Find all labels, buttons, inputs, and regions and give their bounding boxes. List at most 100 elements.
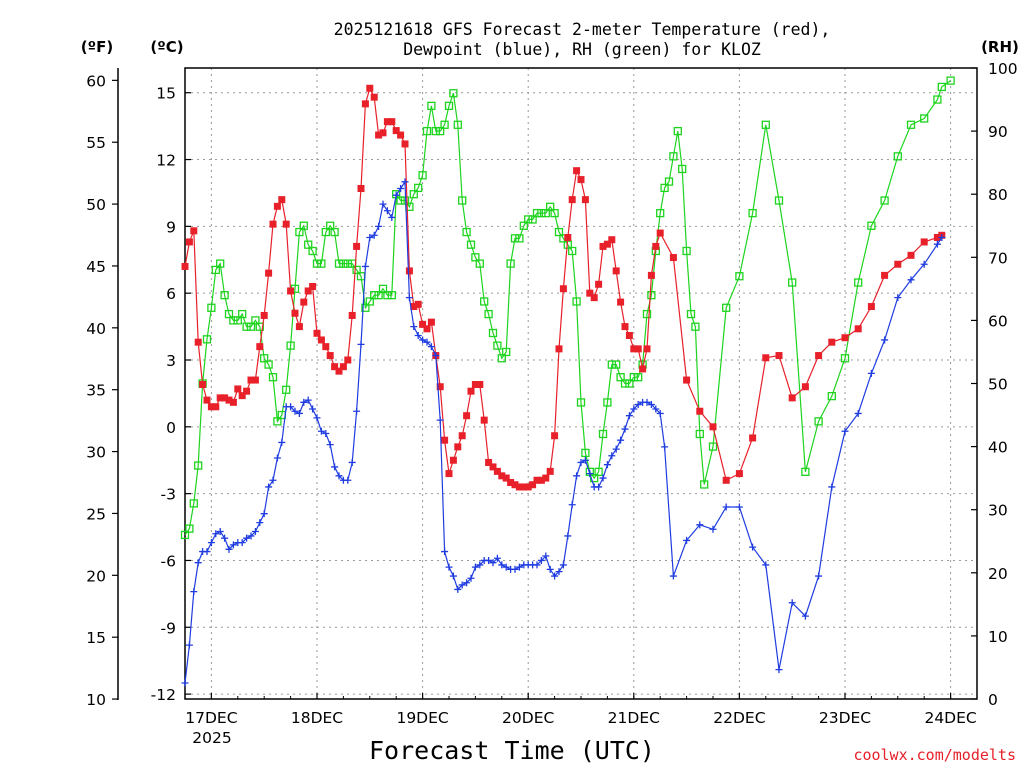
celsius-tick-label: -6 <box>161 552 176 570</box>
temperature-point <box>256 343 264 351</box>
dewpoint-point <box>317 427 325 435</box>
rh-point <box>440 120 449 129</box>
rh-point <box>365 297 374 306</box>
rh-tick-label: 20 <box>988 565 1008 583</box>
rh-point <box>422 126 432 136</box>
grid-lines <box>185 68 977 699</box>
temperature-point <box>361 100 369 108</box>
fahrenheit-tick-label: 25 <box>86 505 106 523</box>
temperature-point <box>612 267 620 275</box>
dewpoint-point <box>551 572 559 580</box>
dewpoint-point <box>353 407 361 415</box>
temperature-series <box>181 84 946 491</box>
temperature-point <box>498 472 506 480</box>
temperature-point <box>199 381 207 389</box>
dewpoint-point <box>265 483 273 491</box>
dewpoint-point <box>564 532 572 540</box>
rh-point <box>343 259 352 268</box>
dewpoint-point <box>335 472 343 480</box>
celsius-tick-label: 3 <box>166 352 176 370</box>
dewpoint-point <box>608 452 616 460</box>
rh-point <box>880 196 889 205</box>
dewpoint-point <box>612 445 620 453</box>
temperature-point <box>238 392 246 400</box>
temperature-point <box>546 467 554 475</box>
rh-point <box>312 259 322 268</box>
rh-point <box>449 89 458 98</box>
temperature-point <box>300 298 308 306</box>
rh-point <box>264 360 273 369</box>
temperature-point <box>603 240 611 248</box>
dewpoint-point <box>194 559 202 567</box>
temperature-point <box>762 354 770 362</box>
rh-point <box>361 303 370 312</box>
temperature-point <box>634 345 642 353</box>
temperature-point <box>366 84 374 92</box>
temperature-point <box>511 481 519 489</box>
rh-point <box>568 246 577 256</box>
dewpoint-point <box>309 405 317 413</box>
temperature-point <box>265 269 273 277</box>
temperature-point <box>348 311 356 319</box>
rh-point <box>506 259 515 268</box>
dewpoint-point <box>643 398 651 406</box>
temperature-point <box>287 287 295 295</box>
celsius-tick-label: -3 <box>161 486 176 504</box>
temperature-point <box>815 352 823 360</box>
dewpoint-point <box>485 556 493 564</box>
rh-point <box>436 126 445 136</box>
rh-point <box>528 215 537 224</box>
temperature-point <box>344 356 352 364</box>
temperature-point <box>507 479 515 487</box>
temperature-point <box>696 407 704 415</box>
dewpoint-point <box>313 414 321 422</box>
rh-point <box>647 291 656 300</box>
dewpoint-series <box>181 178 946 687</box>
temperature-point <box>397 131 405 139</box>
temperature-point <box>621 323 629 331</box>
rh-point <box>202 335 212 344</box>
rh-point <box>669 152 678 161</box>
dewpoint-point <box>775 666 783 674</box>
time-tick-label: 22DEC <box>713 709 765 727</box>
rh-point <box>616 373 625 382</box>
rh-point <box>216 259 225 268</box>
dewpoint-point <box>273 454 281 462</box>
temperature-point <box>749 434 757 442</box>
dewpoint-point <box>546 565 554 573</box>
temperature-point <box>564 233 572 241</box>
rh-point <box>827 391 836 401</box>
rh-point <box>233 316 242 325</box>
celsius-tick-label: -9 <box>161 619 176 637</box>
dewpoint-point <box>221 534 229 542</box>
dewpoint-point <box>366 233 374 241</box>
temperature-point <box>894 260 902 268</box>
rh-point <box>537 208 546 218</box>
dewpoint-point <box>634 401 642 409</box>
celsius-tick-label: 0 <box>166 419 176 437</box>
temperature-point <box>331 363 339 371</box>
rh-point <box>238 309 247 319</box>
rh-point <box>427 101 436 111</box>
temperature-point <box>304 287 312 295</box>
temperature-point <box>353 242 361 250</box>
rh-point <box>484 309 493 319</box>
dewpoint-point <box>493 554 501 562</box>
temperature-point <box>357 184 365 192</box>
rh-tick-label: 10 <box>988 628 1008 646</box>
temperature-point <box>625 332 633 340</box>
temperature-point <box>502 474 510 482</box>
dewpoint-point <box>445 563 453 571</box>
fahrenheit-unit-label: (ºF) <box>81 38 113 56</box>
dewpoint-point <box>599 474 607 482</box>
temperature-point <box>225 396 233 404</box>
rh-point <box>286 341 295 350</box>
temperature-point <box>379 129 387 137</box>
dewpoint-point <box>907 276 915 284</box>
temperature-point <box>185 238 193 246</box>
dewpoint-point <box>419 336 427 344</box>
dewpoint-point <box>348 458 356 466</box>
rh-point <box>656 208 665 218</box>
dewpoint-point <box>476 561 484 569</box>
temperature-point <box>194 338 202 346</box>
